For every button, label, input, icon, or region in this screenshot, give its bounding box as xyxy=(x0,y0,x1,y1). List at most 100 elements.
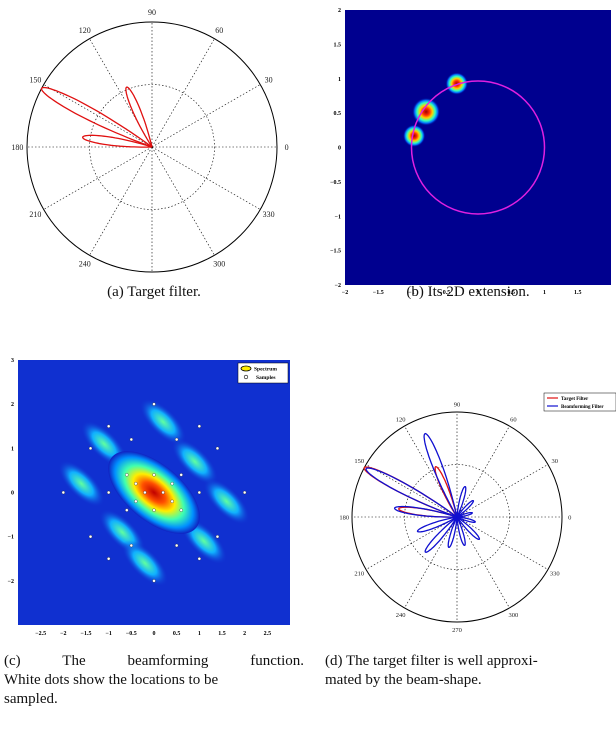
sample-dot xyxy=(215,446,220,450)
polar-angle-label: 90 xyxy=(148,8,156,17)
x-tick-label: 1 xyxy=(198,631,201,637)
polar-angle-label: 270 xyxy=(452,627,462,634)
sample-dot xyxy=(152,579,156,583)
sample-dot xyxy=(170,499,174,503)
polar-angle-label: 0 xyxy=(285,143,289,152)
polar-angle-label: 180 xyxy=(339,514,349,521)
x-tick-label: −2 xyxy=(342,290,348,296)
legend-spectrum-marker xyxy=(240,365,252,372)
caption-a: (a) Target filter. xyxy=(107,284,201,300)
y-tick-label: 0.5 xyxy=(334,111,342,117)
polar-angle-label: 210 xyxy=(354,571,364,578)
caption-c-line2: White dots show the locations to be xyxy=(4,672,219,688)
caption-d-line1: (d) The target filter is well approxi- xyxy=(325,653,538,669)
y-tick-label: 0 xyxy=(11,491,14,497)
sample-dot xyxy=(197,490,201,495)
sample-dot xyxy=(107,490,111,495)
polar-angle-label: 30 xyxy=(551,458,558,465)
polar-spoke xyxy=(151,146,215,256)
heatmap-blob xyxy=(412,97,441,126)
sample-dot xyxy=(129,437,133,442)
legend-samples-marker xyxy=(243,374,249,380)
spectrum-sidelobe xyxy=(139,398,187,445)
spectrum-sidelobe xyxy=(121,540,169,587)
heatmap-c: −2.5 −2 −1.5 −1 −0.5 0 0.5 1 1.5 2 2.5 3 2 1 0 −1 −2 Spec… xyxy=(8,358,290,637)
x-tick-label: −1 xyxy=(105,631,111,637)
sample-dot xyxy=(179,508,183,512)
heatmap-blob xyxy=(402,124,426,148)
x-tick-label: −1 xyxy=(408,290,414,296)
polar-lobe xyxy=(393,505,458,518)
polar-angle-label: 300 xyxy=(509,612,519,619)
sample-dot xyxy=(61,490,65,495)
polar-angle-label: 60 xyxy=(510,417,517,424)
y-tick-label: 1 xyxy=(11,446,14,452)
polar-spoke xyxy=(456,516,549,570)
sample-dot xyxy=(152,473,156,477)
legend-box xyxy=(543,392,616,412)
polar-outer-circle xyxy=(351,411,563,623)
polar-lobe xyxy=(424,516,458,553)
y-tick-label: 1 xyxy=(338,77,341,83)
x-tick-label: 2 xyxy=(243,631,246,637)
x-tick-label: −0.5 xyxy=(439,290,450,296)
x-tick-label: 0.5 xyxy=(173,631,181,637)
sample-dot xyxy=(179,473,183,477)
heatmap-background xyxy=(345,10,611,285)
sample-dot xyxy=(152,402,156,406)
y-tick-label: −1.5 xyxy=(330,249,341,255)
polar-spoke xyxy=(151,84,261,148)
polar-plot-d: 0 30 60 90 120 150 180 210 240 270 300 330 Target Fi… xyxy=(339,392,616,634)
polar-angle-label: 60 xyxy=(215,26,223,35)
y-tick-label: 2 xyxy=(11,402,14,408)
polar-outer-circle xyxy=(26,21,278,273)
sample-dot xyxy=(125,508,129,512)
y-tick-label: −2 xyxy=(8,579,14,585)
x-tick-label: −2.5 xyxy=(35,631,46,637)
polar-spoke xyxy=(365,464,458,518)
x-tick-label: −0.5 xyxy=(126,631,137,637)
polar-angle-label: 120 xyxy=(396,417,406,424)
legend-spectrum-label: Spectrum xyxy=(254,367,277,373)
polar-spoke xyxy=(365,516,458,570)
polar-angle-label: 120 xyxy=(79,26,91,35)
sample-dot xyxy=(134,499,138,503)
polar-angle-label: 30 xyxy=(265,76,273,85)
y-tick-label: −1 xyxy=(8,535,14,541)
caption-d-line2: mated by the beam-shape. xyxy=(325,672,482,688)
polar-lobe xyxy=(456,516,481,541)
polar-lobe xyxy=(456,511,473,518)
sample-dot xyxy=(175,437,179,442)
polar-lobe xyxy=(125,86,153,148)
y-tick-label: 3 xyxy=(11,358,14,364)
spectrum-sidelobe xyxy=(203,478,250,525)
polar-spoke xyxy=(456,516,510,609)
y-tick-label: 0 xyxy=(338,146,341,152)
legend-target-label: Target Filter xyxy=(561,397,589,402)
sample-dot xyxy=(161,490,165,495)
sample-dot xyxy=(197,557,201,561)
y-tick-label: 1.5 xyxy=(334,42,342,48)
polar-angle-label: 240 xyxy=(79,259,91,268)
polar-spoke xyxy=(43,146,153,210)
sample-dot xyxy=(243,490,247,495)
polar-angle-label: 330 xyxy=(263,210,275,219)
unit-circle xyxy=(410,80,546,215)
polar-angle-label: 210 xyxy=(29,210,41,219)
x-tick-label: 2.5 xyxy=(264,631,272,637)
caption-c: (c) The beamforming function. White dots… xyxy=(4,652,304,709)
x-tick-label: −1.5 xyxy=(373,290,384,296)
sample-dot xyxy=(129,543,133,548)
polar-angle-label: 330 xyxy=(550,571,560,578)
polar-lobe xyxy=(447,516,458,549)
sample-dot xyxy=(175,543,179,548)
legend-beam-label: Beamforming Filter xyxy=(561,405,604,410)
y-tick-label: −0.5 xyxy=(330,180,341,186)
polar-lobe xyxy=(416,516,458,533)
polar-lobe xyxy=(423,432,458,518)
sample-dot xyxy=(134,482,138,486)
y-tick-label: −2 xyxy=(335,283,341,289)
y-tick-label: −1 xyxy=(335,214,341,220)
sample-dot xyxy=(107,557,111,561)
